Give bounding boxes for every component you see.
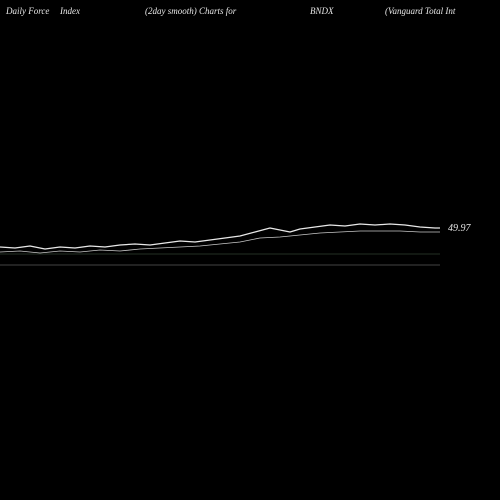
chart-svg [0, 0, 500, 500]
price-label: 49.97 [448, 223, 471, 234]
chart-canvas [0, 0, 500, 500]
